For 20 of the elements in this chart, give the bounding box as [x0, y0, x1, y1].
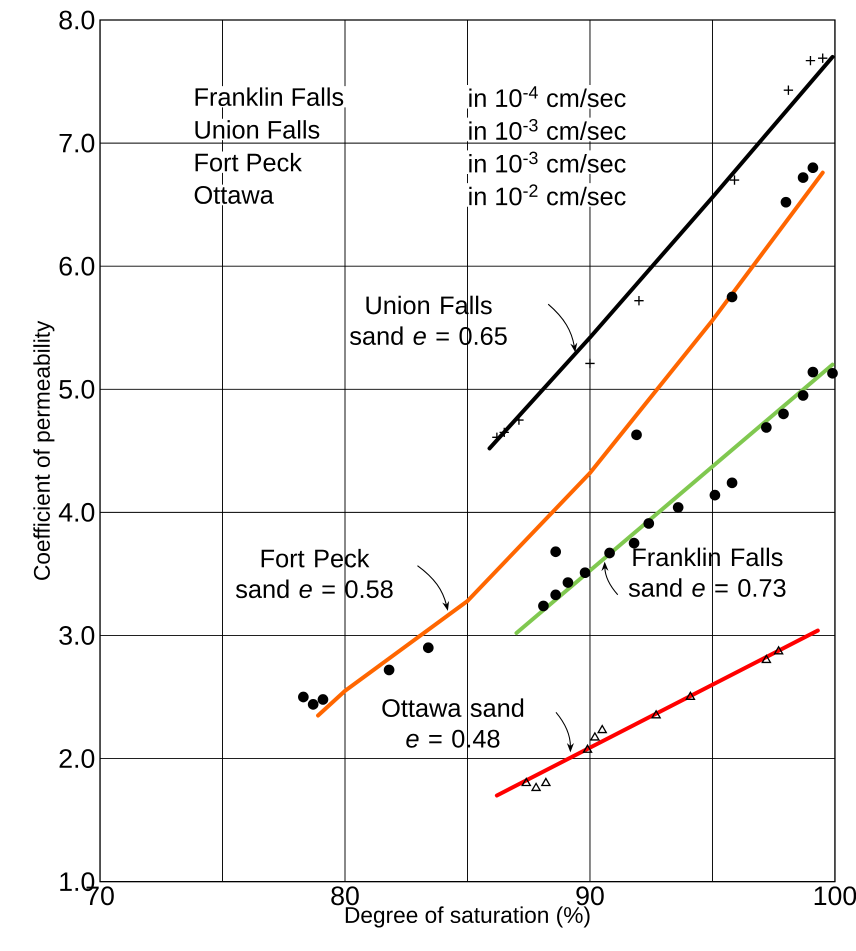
annotation: Union Falls — [195, 120, 320, 139]
y-tick-label: 5.0 — [59, 380, 94, 399]
annotation: in 10$^{-2}$ cm/sec — [469, 184, 626, 206]
annotation: in 10$^{-3}$ cm/sec — [469, 118, 626, 140]
annotation: Ottawa — [194, 186, 274, 204]
y-tick-label: 6.0 — [59, 256, 94, 276]
annotation: in 10$^{-4}$ cm/sec — [469, 86, 626, 108]
x-tick-label: 80 — [331, 886, 359, 906]
annotation: in 10$^{-3}$ cm/sec — [469, 152, 626, 173]
y-tick-label: 4.0 — [58, 502, 94, 522]
y-tick-label: 8.0 — [59, 10, 94, 30]
annotation: Fort Peck — [195, 152, 302, 172]
y-tick-label: 2.0 — [59, 749, 94, 768]
y-axis-title: Coefficient of permeability — [33, 320, 54, 580]
y-tick-label: 3.0 — [59, 626, 94, 645]
annotation: Franklin Falls — [195, 87, 344, 106]
x-axis-title: Degree of saturation (%) — [346, 906, 590, 928]
x-tick-label: 90 — [576, 886, 604, 906]
y-tick-label: 7.0 — [59, 134, 94, 153]
x-tick-label: 100 — [814, 886, 856, 906]
